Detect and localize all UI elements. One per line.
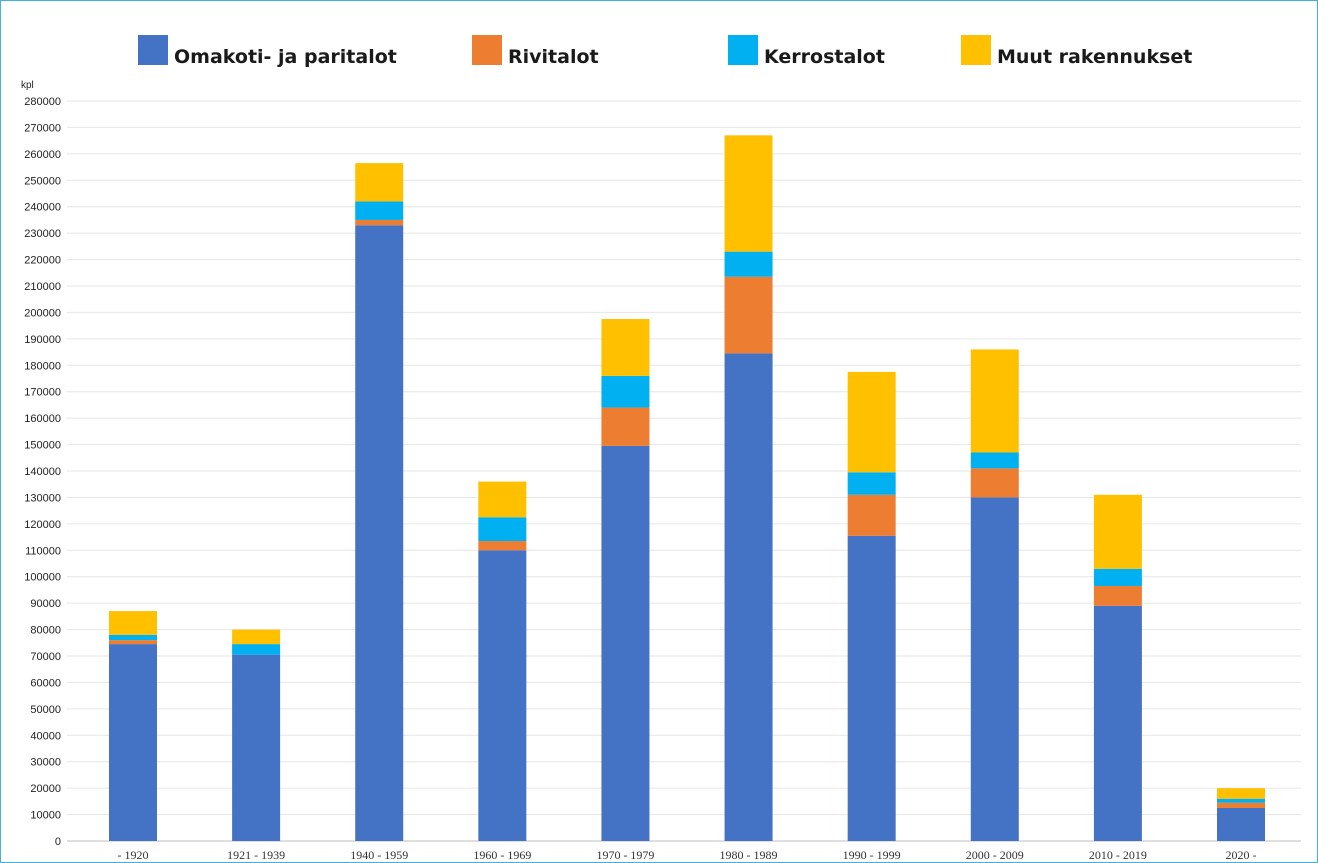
- bar-segment: [970, 497, 1019, 841]
- x-tick-label: 1990 - 1999: [843, 848, 901, 862]
- bar-segment: [847, 535, 896, 841]
- y-tick-label: 210000: [24, 281, 61, 293]
- x-tick-label: 1921 - 1939: [227, 848, 285, 862]
- bar-segment: [601, 445, 650, 841]
- bar-segment: [601, 375, 650, 408]
- bar-segment: [355, 201, 404, 220]
- y-tick-label: 220000: [24, 255, 61, 267]
- x-tick-label: 2010 - 2019: [1089, 848, 1147, 862]
- bar-segment: [601, 407, 650, 446]
- bar-segment: [109, 640, 157, 645]
- y-tick-label: 30000: [30, 757, 61, 769]
- bar-segment: [724, 135, 773, 252]
- bar-segment: [109, 644, 157, 841]
- bar-segment: [109, 611, 157, 635]
- x-tick-label: 2020 -: [1226, 848, 1257, 862]
- y-tick-label: 20000: [30, 783, 61, 795]
- legend-label-omakoti: Omakoti- ja paritalot: [174, 46, 397, 68]
- legend-item-rivitalot: Rivitalot: [472, 35, 599, 68]
- bar-segment: [1217, 802, 1265, 808]
- legend-swatch-rivitalot: [472, 35, 502, 65]
- bar-segment: [847, 371, 896, 473]
- bar-segment: [724, 353, 773, 841]
- y-axis-ticks: 0 10000 20000 30000 40000 50000 60000 70000 8000…: [24, 96, 61, 848]
- bar-segment: [232, 654, 281, 841]
- bar-segment: [478, 517, 527, 542]
- x-tick-label: 2000 - 2009: [966, 848, 1024, 862]
- bar-segment: [970, 349, 1019, 453]
- legend: Omakoti- ja paritalot Rivitalot Kerrosta…: [1, 35, 1317, 75]
- y-tick-label: 150000: [24, 440, 61, 452]
- y-tick-label: 130000: [24, 492, 61, 504]
- y-tick-label: 280000: [24, 96, 61, 108]
- y-tick-label: 70000: [30, 651, 61, 663]
- bar-segment: [1093, 494, 1142, 569]
- y-tick-label: 50000: [30, 704, 61, 716]
- bar-segment: [478, 550, 527, 841]
- bar-segment: [1217, 798, 1265, 803]
- y-tick-label: 200000: [24, 307, 61, 319]
- legend-item-muut: Muut rakennukset: [961, 35, 1193, 68]
- bar-segment: [1217, 807, 1265, 841]
- y-tick-label: 120000: [24, 519, 61, 531]
- bar-segment: [724, 276, 773, 354]
- legend-swatch-kerrostalot: [728, 35, 758, 65]
- y-tick-label: 170000: [24, 387, 61, 399]
- bar-segment: [1093, 585, 1142, 606]
- x-tick-label: 1940 - 1959: [350, 848, 408, 862]
- y-tick-label: 190000: [24, 334, 61, 346]
- bar-segment: [1217, 788, 1265, 799]
- bar-segment: [232, 644, 281, 655]
- bar-segment: [109, 634, 157, 641]
- y-tick-label: 250000: [24, 175, 61, 187]
- y-tick-label: 90000: [30, 598, 61, 610]
- y-tick-label: 60000: [30, 677, 61, 689]
- y-tick-label: 40000: [30, 730, 61, 742]
- x-tick-label: - 1920: [118, 848, 149, 862]
- legend-item-omakoti: Omakoti- ja paritalot: [138, 35, 397, 68]
- y-axis-unit-label: kpl: [21, 80, 34, 91]
- x-tick-label: 1980 - 1989: [720, 848, 778, 862]
- y-tick-label: 110000: [25, 545, 61, 557]
- legend-label-muut: Muut rakennukset: [997, 46, 1193, 68]
- bar-segment: [232, 629, 281, 645]
- y-tick-label: 230000: [24, 228, 61, 240]
- bar-segment: [847, 472, 896, 495]
- y-tick-label: 80000: [30, 625, 61, 637]
- bar-segment: [970, 468, 1019, 498]
- legend-label-kerrostalot: Kerrostalot: [764, 46, 885, 68]
- bars: [109, 135, 1265, 841]
- y-tick-label: 160000: [24, 413, 61, 425]
- bar-segment: [355, 163, 404, 202]
- x-tick-label: 1970 - 1979: [596, 848, 654, 862]
- bar-segment: [355, 219, 404, 226]
- y-tick-label: 260000: [24, 149, 61, 161]
- bar-segment: [970, 452, 1019, 469]
- bar-segment: [1093, 605, 1142, 841]
- y-tick-label: 240000: [24, 202, 61, 214]
- x-axis-ticks: - 1920 1921 - 1939 1940 - 1959 1960 - 1969 1…: [118, 848, 1257, 862]
- bar-segment: [478, 481, 527, 518]
- y-tick-label: 180000: [24, 360, 61, 372]
- bar-segment: [355, 225, 404, 841]
- bar-segment: [478, 541, 527, 551]
- bar-segment: [724, 251, 773, 277]
- bar-segment: [601, 319, 650, 376]
- y-tick-label: 100000: [24, 572, 61, 584]
- bar-segment: [847, 494, 896, 536]
- legend-item-kerrostalot: Kerrostalot: [728, 35, 885, 68]
- legend-swatch-omakoti: [138, 35, 168, 65]
- y-tick-label: 0: [55, 836, 61, 848]
- bar-segment: [1093, 568, 1142, 586]
- legend-swatch-muut: [961, 35, 991, 65]
- y-tick-label: 140000: [24, 466, 61, 478]
- y-tick-label: 10000: [30, 810, 61, 822]
- y-tick-label: 270000: [24, 122, 61, 134]
- legend-label-rivitalot: Rivitalot: [508, 46, 599, 68]
- x-tick-label: 1960 - 1969: [473, 848, 531, 862]
